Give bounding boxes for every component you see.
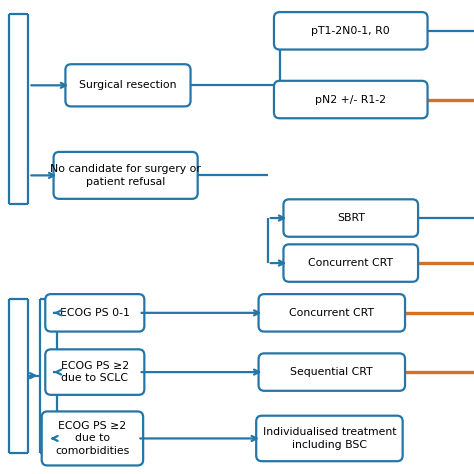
Text: pT1-2N0-1, R0: pT1-2N0-1, R0 bbox=[311, 26, 390, 36]
Text: SBRT: SBRT bbox=[337, 213, 365, 223]
FancyBboxPatch shape bbox=[256, 416, 402, 461]
FancyBboxPatch shape bbox=[283, 245, 418, 282]
FancyBboxPatch shape bbox=[65, 64, 191, 107]
Text: ECOG PS ≥2
due to SCLC: ECOG PS ≥2 due to SCLC bbox=[61, 361, 129, 383]
Text: ECOG PS ≥2
due to
comorbidities: ECOG PS ≥2 due to comorbidities bbox=[55, 420, 129, 456]
FancyBboxPatch shape bbox=[274, 12, 428, 50]
Text: Concurrent CRT: Concurrent CRT bbox=[289, 308, 374, 318]
FancyBboxPatch shape bbox=[274, 81, 428, 118]
FancyBboxPatch shape bbox=[42, 411, 143, 465]
Text: pN2 +/- R1-2: pN2 +/- R1-2 bbox=[315, 94, 386, 105]
FancyBboxPatch shape bbox=[283, 200, 418, 237]
Text: Sequential CRT: Sequential CRT bbox=[291, 367, 373, 377]
Text: Individualised treatment
including BSC: Individualised treatment including BSC bbox=[263, 427, 396, 450]
Text: Surgical resection: Surgical resection bbox=[79, 80, 177, 91]
Text: Concurrent CRT: Concurrent CRT bbox=[308, 258, 393, 268]
FancyBboxPatch shape bbox=[259, 294, 405, 332]
Text: ECOG PS 0-1: ECOG PS 0-1 bbox=[60, 308, 130, 318]
FancyBboxPatch shape bbox=[46, 349, 144, 395]
FancyBboxPatch shape bbox=[46, 294, 144, 332]
Text: No candidate for surgery or
patient refusal: No candidate for surgery or patient refu… bbox=[50, 164, 201, 187]
FancyBboxPatch shape bbox=[259, 354, 405, 391]
FancyBboxPatch shape bbox=[54, 152, 198, 199]
